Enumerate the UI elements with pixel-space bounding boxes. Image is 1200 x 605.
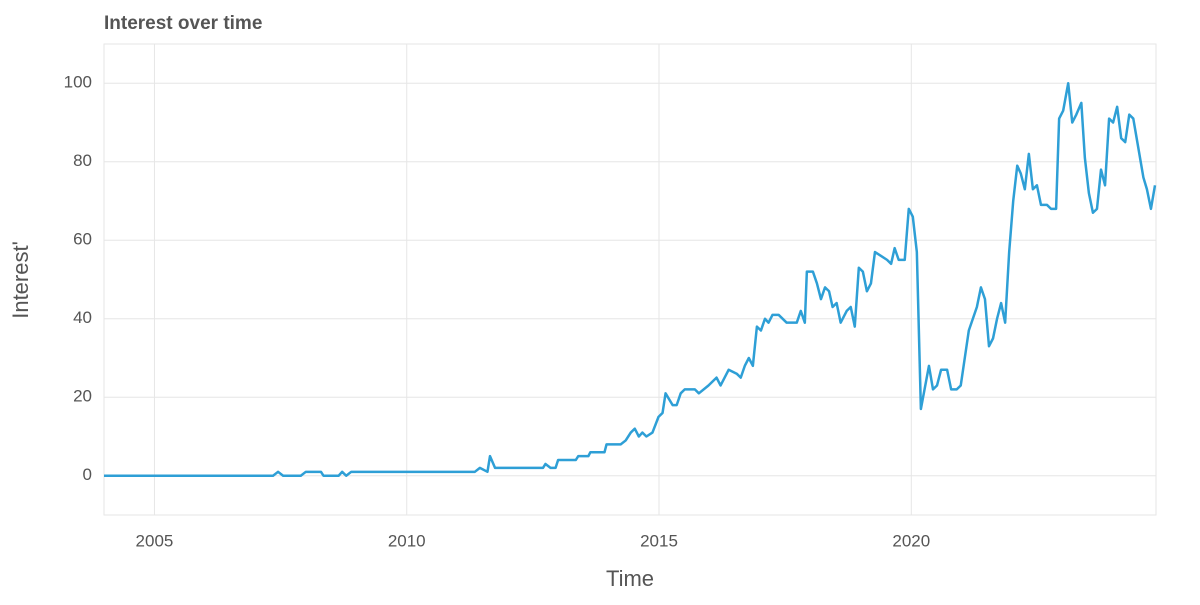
y-tick-label: 20 xyxy=(73,387,92,406)
x-tick-label: 2020 xyxy=(892,531,930,550)
x-tick-label: 2005 xyxy=(136,531,174,550)
y-tick-label: 80 xyxy=(73,151,92,170)
y-tick-label: 100 xyxy=(64,73,92,92)
x-axis-label: Time xyxy=(606,566,654,591)
y-axis-label: Interest' xyxy=(8,241,33,319)
y-tick-label: 40 xyxy=(73,308,92,327)
y-tick-label: 0 xyxy=(83,465,92,484)
x-tick-label: 2010 xyxy=(388,531,426,550)
x-tick-label: 2015 xyxy=(640,531,678,550)
plot-frame xyxy=(103,43,1157,516)
line xyxy=(104,82,1157,477)
chart-title: Interest over time xyxy=(104,13,262,34)
y-tick-label: 60 xyxy=(73,230,92,249)
